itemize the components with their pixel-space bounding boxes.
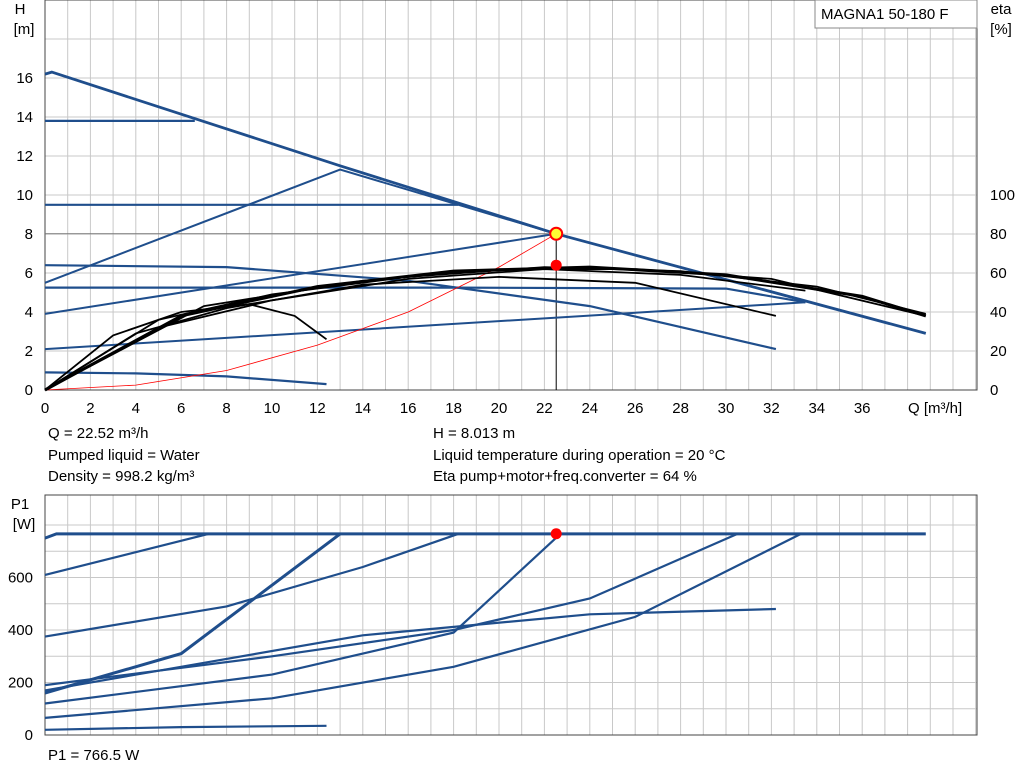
info-q: Q = 22.52 m³/h bbox=[48, 425, 149, 442]
info-p1: P1 = 766.5 W bbox=[48, 747, 140, 764]
head-curve bbox=[44, 70, 927, 335]
power-curve bbox=[44, 724, 327, 731]
x-tick-label: 28 bbox=[672, 400, 689, 417]
power-curve bbox=[44, 533, 562, 705]
x-tick-label: 20 bbox=[491, 400, 508, 417]
info-liquid-temp: Liquid temperature during operation = 20… bbox=[433, 447, 726, 464]
power-chart-grid bbox=[44, 494, 978, 736]
x-tick-label: 4 bbox=[132, 400, 140, 417]
x-tick-label: 2 bbox=[86, 400, 94, 417]
head-duty-marker bbox=[549, 226, 564, 241]
y-tick-label: 2 bbox=[25, 343, 33, 360]
power-curve bbox=[44, 532, 738, 687]
y2-axis-unit-eta: [%] bbox=[990, 21, 1012, 38]
power-curve bbox=[44, 532, 926, 540]
limit-line bbox=[44, 301, 806, 351]
p1-tick-label: 200 bbox=[8, 675, 33, 692]
y-tick-label: 8 bbox=[25, 226, 33, 243]
power-chart-frame bbox=[44, 494, 978, 736]
y-tick-label: 4 bbox=[25, 304, 33, 321]
eta-curve bbox=[44, 268, 927, 391]
head-chart-frame bbox=[44, 0, 978, 391]
chart-title: MAGNA1 50-180 F bbox=[821, 6, 949, 23]
power-chart-curves bbox=[44, 528, 926, 731]
head-chart-curves bbox=[44, 70, 927, 392]
limit-line bbox=[44, 168, 557, 284]
x-tick-label: 10 bbox=[264, 400, 281, 417]
info-pumped-liquid: Pumped liquid = Water bbox=[48, 447, 200, 464]
x-tick-label: 8 bbox=[222, 400, 230, 417]
y2-tick-label: 80 bbox=[990, 226, 1007, 243]
info-h: H = 8.013 m bbox=[433, 425, 516, 442]
power-curve bbox=[44, 532, 209, 576]
x-tick-label: 24 bbox=[581, 400, 598, 417]
x-tick-label: 6 bbox=[177, 400, 185, 417]
y-axis-unit-p1: [W] bbox=[13, 516, 36, 533]
x-tick-label: 34 bbox=[808, 400, 825, 417]
x-tick-label: 32 bbox=[763, 400, 780, 417]
y-tick-label: 16 bbox=[16, 70, 33, 87]
x-tick-label: 26 bbox=[627, 400, 644, 417]
x-tick-label: 22 bbox=[536, 400, 553, 417]
y-tick-label: 12 bbox=[16, 148, 33, 165]
limit-line bbox=[44, 232, 557, 315]
y2-tick-label: 40 bbox=[990, 304, 1007, 321]
info-density: Density = 998.2 kg/m³ bbox=[48, 468, 195, 485]
y2-tick-label: 100 bbox=[990, 187, 1015, 204]
y2-tick-label: 0 bbox=[990, 382, 998, 399]
system-curve bbox=[44, 233, 557, 391]
info-eta: Eta pump+motor+freq.converter = 64 % bbox=[433, 468, 697, 485]
x-tick-label: 36 bbox=[854, 400, 871, 417]
y-tick-label: 14 bbox=[16, 109, 33, 126]
x-tick-label: 16 bbox=[400, 400, 417, 417]
power-curve bbox=[44, 607, 776, 692]
y-axis-label-h: H bbox=[15, 1, 26, 18]
head-curve bbox=[44, 264, 777, 351]
y-axis-label-p1: P1 bbox=[11, 496, 29, 513]
y-tick-label: 6 bbox=[25, 265, 33, 282]
y2-tick-label: 60 bbox=[990, 265, 1007, 282]
p1-tick-label: 600 bbox=[8, 570, 33, 587]
x-tick-label: 12 bbox=[309, 400, 326, 417]
y-tick-label: 0 bbox=[25, 382, 33, 399]
axis-ticks: 0 2 4 6 8 10 12 14 16 18 20 22 24 26 28 30 32 34 360246810… bbox=[8, 70, 1015, 744]
power-curve bbox=[44, 532, 459, 638]
eta-duty-marker bbox=[550, 259, 562, 271]
p1-tick-label: 400 bbox=[8, 622, 33, 639]
y-tick-label: 10 bbox=[16, 187, 33, 204]
x-tick-label: 18 bbox=[445, 400, 462, 417]
x-tick-label: 30 bbox=[718, 400, 735, 417]
title-box bbox=[814, 0, 978, 29]
y2-tick-label: 20 bbox=[990, 343, 1007, 360]
head-curve bbox=[45, 286, 806, 304]
x-tick-label: 0 bbox=[41, 400, 49, 417]
x-tick-label: 14 bbox=[354, 400, 371, 417]
x-axis-label: Q [m³/h] bbox=[908, 400, 962, 417]
head-curve bbox=[44, 371, 327, 386]
y2-axis-label-eta: eta bbox=[991, 1, 1013, 18]
p1-tick-label: 0 bbox=[25, 727, 33, 744]
power-duty-marker bbox=[550, 528, 562, 540]
power-curve bbox=[44, 532, 802, 719]
head-chart-grid bbox=[44, 0, 978, 391]
y-axis-unit-h: [m] bbox=[14, 21, 35, 38]
